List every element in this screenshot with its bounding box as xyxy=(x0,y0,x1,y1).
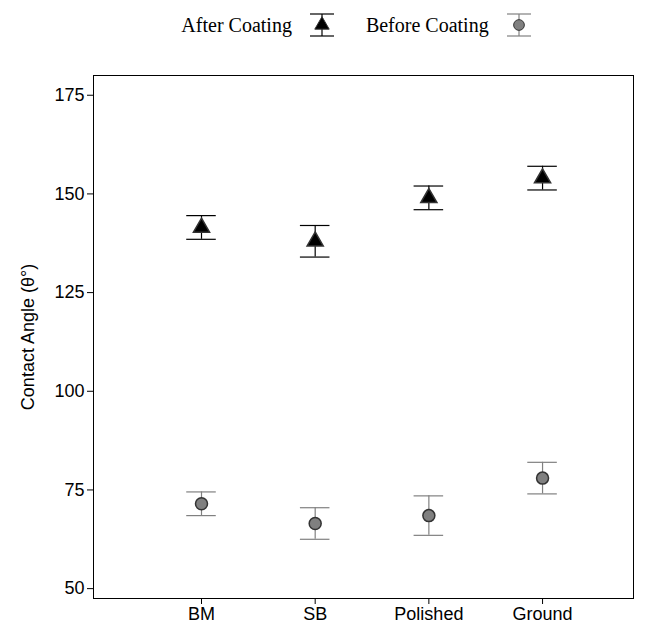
svg-text:75: 75 xyxy=(64,480,84,500)
svg-text:Contact Angle (θ°): Contact Angle (θ°) xyxy=(18,264,38,410)
svg-text:Polished: Polished xyxy=(394,604,463,624)
svg-text:SB: SB xyxy=(303,604,327,624)
svg-text:175: 175 xyxy=(54,85,84,105)
svg-text:100: 100 xyxy=(54,381,84,401)
html-text:Before Coating: Before Coating xyxy=(365,13,489,36)
svg-text:150: 150 xyxy=(54,184,84,204)
svg-text:BM: BM xyxy=(188,604,215,624)
svg-text:50: 50 xyxy=(64,578,84,598)
html-text:After Coating: After Coating xyxy=(181,13,292,36)
svg-text:Ground: Ground xyxy=(513,604,573,624)
svg-text:125: 125 xyxy=(54,282,84,302)
